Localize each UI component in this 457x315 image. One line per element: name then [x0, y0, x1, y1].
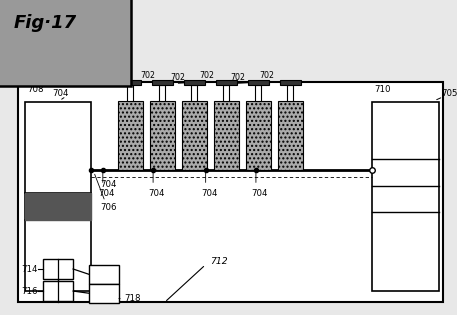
Bar	[280, 79, 301, 85]
Text: 716: 716	[21, 287, 37, 295]
Text: 705: 705	[441, 89, 457, 98]
Text: 704: 704	[149, 189, 165, 198]
Text: 702: 702	[230, 73, 245, 82]
Bar	[117, 101, 143, 170]
Bar	[18, 82, 443, 302]
Text: 702: 702	[200, 71, 215, 80]
Bar	[89, 265, 119, 284]
Text: 704: 704	[53, 89, 69, 98]
Bar	[213, 101, 239, 170]
Bar	[372, 102, 439, 291]
Text: 708: 708	[27, 85, 44, 94]
Text: 714: 714	[21, 265, 37, 273]
Bar	[216, 79, 237, 85]
Bar	[191, 85, 197, 101]
Bar	[181, 101, 207, 170]
Text: 706: 706	[101, 203, 117, 212]
Text: 704: 704	[98, 189, 115, 198]
Bar	[43, 259, 73, 279]
Text: 718: 718	[124, 294, 141, 303]
Bar	[223, 85, 229, 101]
Bar	[255, 85, 261, 101]
Bar	[184, 79, 205, 85]
Text: 704: 704	[101, 180, 117, 189]
Text: 704: 704	[251, 189, 268, 198]
Bar	[43, 281, 73, 301]
Bar	[248, 79, 269, 85]
Bar	[127, 85, 133, 101]
Text: Fig·17: Fig·17	[14, 14, 77, 32]
Bar	[159, 85, 165, 101]
Text: 702: 702	[112, 73, 127, 82]
Text: 702: 702	[260, 71, 275, 80]
Bar	[287, 85, 293, 101]
Bar	[149, 101, 175, 170]
Bar	[25, 102, 91, 291]
Bar	[277, 101, 303, 170]
Bar	[246, 101, 271, 170]
Text: 710: 710	[375, 85, 391, 94]
Bar	[120, 79, 141, 85]
Text: 702: 702	[170, 73, 185, 82]
Bar	[152, 79, 173, 85]
Text: 702: 702	[141, 71, 156, 80]
Bar	[89, 284, 119, 303]
Text: 704: 704	[201, 189, 218, 198]
Text: 712: 712	[210, 257, 228, 266]
